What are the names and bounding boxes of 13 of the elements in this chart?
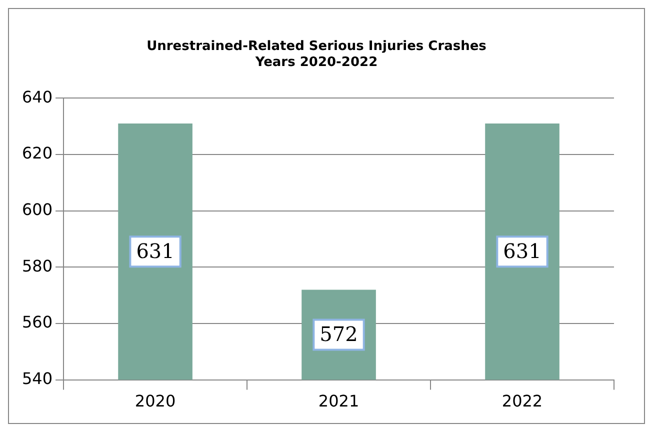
data-label: 572 (320, 322, 358, 346)
x-tick-label: 2021 (318, 392, 360, 411)
data-label: 631 (503, 238, 542, 263)
x-tick-label: 2022 (502, 392, 543, 411)
data-label: 631 (136, 238, 174, 263)
y-tick-label: 600 (22, 200, 53, 219)
x-tick-label: 2020 (134, 392, 176, 411)
y-tick-label: 640 (22, 87, 53, 106)
y-tick-label: 540 (22, 368, 53, 388)
chart-title: Unrestrained-Related Serious Injuries Crashes Years 2020-2022 (146, 39, 487, 70)
y-tick-label: 620 (22, 144, 53, 163)
y-tick-label: 560 (22, 312, 53, 332)
y-tick-label: 580 (22, 256, 53, 276)
